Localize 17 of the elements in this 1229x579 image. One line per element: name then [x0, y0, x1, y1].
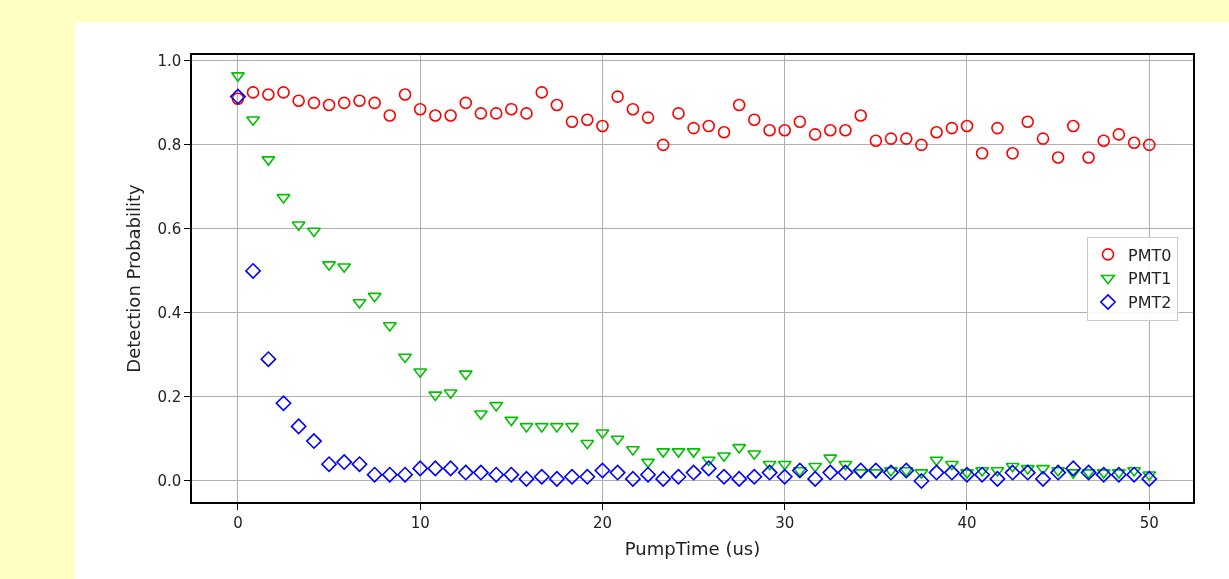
x-tick-label: 30: [775, 513, 795, 532]
y-tick-label: 0.0: [157, 472, 182, 491]
x-tick-label: 0: [233, 513, 243, 532]
x-tick-label: 40: [957, 513, 977, 532]
y-tick-label: 0.6: [157, 220, 182, 239]
x-tick-label: 50: [1139, 513, 1159, 532]
y-axis-title: Detection Probability: [123, 184, 145, 373]
y-tick-label: 1.0: [157, 52, 182, 71]
x-tick-label: 20: [592, 513, 613, 532]
y-tick-label: 0.8: [157, 136, 182, 155]
legend-label: PMT1: [1127, 269, 1172, 289]
legend-label: PMT0: [1127, 245, 1172, 265]
y-tick-label: 0.4: [157, 304, 182, 323]
x-tick-label: 10: [410, 513, 430, 532]
legend-label: PMT2: [1127, 293, 1172, 313]
y-tick-label: 0.2: [157, 388, 182, 407]
x-axis-title: PumpTime (us): [624, 538, 761, 560]
